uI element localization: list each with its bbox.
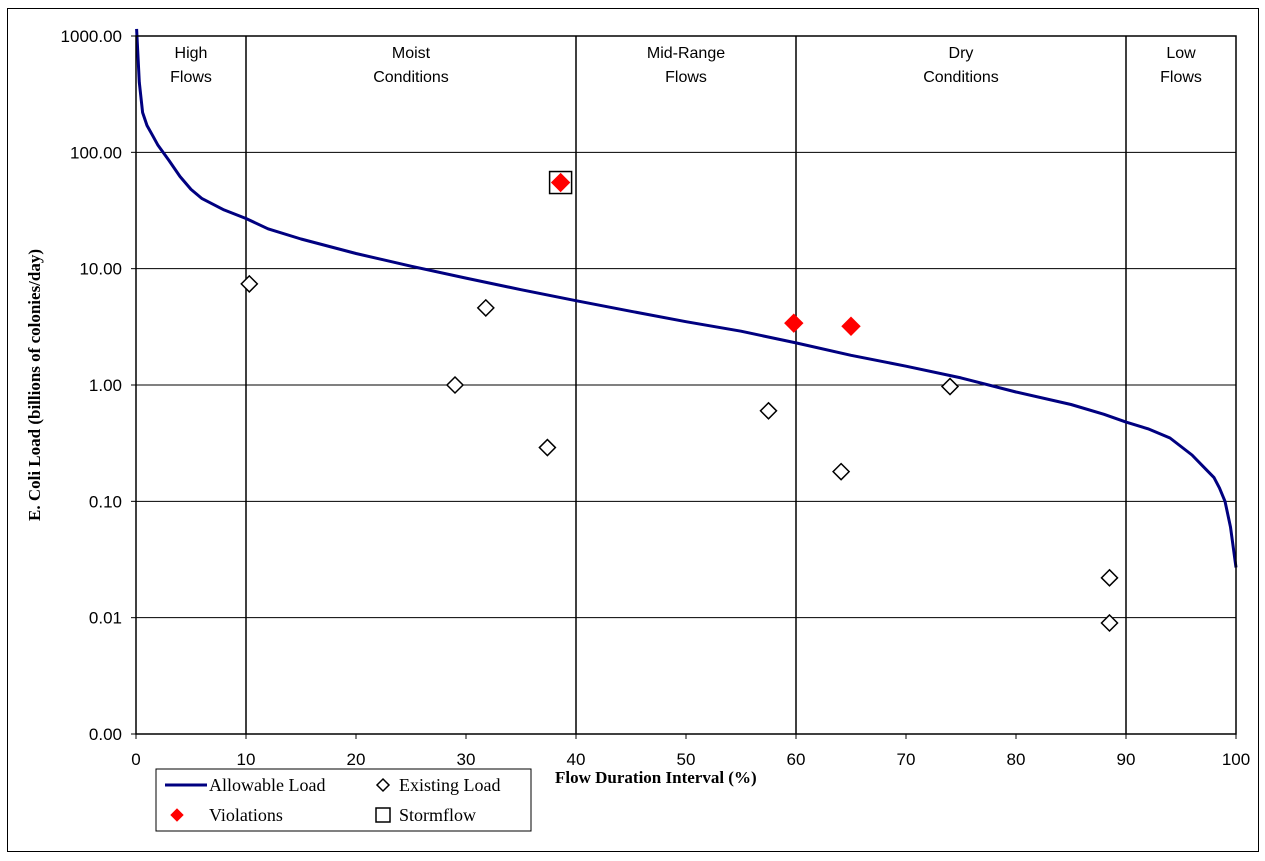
legend-label: Allowable Load (209, 775, 325, 795)
legend-diamond-filled-swatch (170, 808, 184, 822)
x-tick-label: 100 (1222, 750, 1250, 769)
legend-label: Existing Load (399, 775, 501, 795)
zone-label: Conditions (373, 69, 449, 86)
existing-load-point (1100, 568, 1119, 587)
x-tick-label: 50 (677, 750, 696, 769)
violation-point (784, 313, 804, 333)
existing-load-point (940, 377, 960, 396)
x-tick-label: 90 (1117, 750, 1136, 769)
y-tick-label: 0.01 (89, 609, 122, 628)
zone-label: Low (1166, 45, 1196, 62)
allowable-load-line (135, 28, 1238, 568)
axes: 1000.00 100.00 10.00 1.00 0.10 0.01 0.00 0 10 20 3… (61, 27, 1251, 769)
zone-label: Flows (665, 69, 707, 86)
legend: Allowable Load Existing Load Violations Sto… (155, 768, 532, 832)
zone-label: Flows (170, 69, 212, 86)
x-tick-label: 10 (237, 750, 256, 769)
legend-diamond-open-swatch (375, 777, 391, 793)
legend-label: Violations (209, 805, 283, 825)
existing-load-point (832, 462, 851, 481)
data-series (135, 28, 1238, 633)
zone-label: Dry (949, 45, 974, 62)
x-tick-label: 20 (347, 750, 366, 769)
existing-load-point (445, 375, 465, 395)
x-tick-label: 60 (787, 750, 806, 769)
x-tick-label: 40 (567, 750, 586, 769)
x-tick-label: 0 (131, 750, 140, 769)
existing-load-point (476, 298, 495, 317)
chart-frame (7, 8, 1259, 852)
y-tick-label: 100.00 (70, 143, 122, 162)
stormflow-point (548, 170, 573, 195)
zone-label: Flows (1160, 69, 1202, 86)
legend-label: Stormflow (399, 805, 476, 825)
x-tick-label: 30 (457, 750, 476, 769)
legend-square-swatch (375, 807, 391, 823)
y-axis-title: E. Coli Load (billions of colonies/day) (25, 249, 44, 521)
legend-box (155, 768, 532, 832)
zone-label: High (175, 45, 208, 62)
existing-load-point (1100, 613, 1119, 633)
zone-label: Moist (392, 45, 431, 62)
y-tick-label: 10.00 (79, 260, 122, 279)
existing-load-point (240, 274, 259, 293)
plot-area-border (135, 35, 1237, 735)
x-axis-title: Flow Duration Interval (%) (555, 768, 757, 787)
x-tick-label: 80 (1007, 750, 1026, 769)
zone-label: Mid-Range (647, 45, 725, 62)
zone-label: Conditions (923, 69, 999, 86)
y-tick-label: 1000.00 (61, 27, 122, 46)
x-tick-label: 70 (897, 750, 916, 769)
violation-point (550, 172, 571, 193)
flow-zone-dividers: High Flows Moist Conditions Mid-Range Flows Dr… (170, 36, 1202, 734)
violation-point (841, 316, 861, 336)
existing-load-point (759, 401, 778, 420)
y-tick-label: 0.10 (89, 492, 122, 511)
existing-load-point (538, 438, 557, 457)
grid-lines (136, 35, 1236, 735)
y-tick-label: 0.00 (89, 725, 122, 744)
y-tick-label: 1.00 (89, 376, 122, 395)
